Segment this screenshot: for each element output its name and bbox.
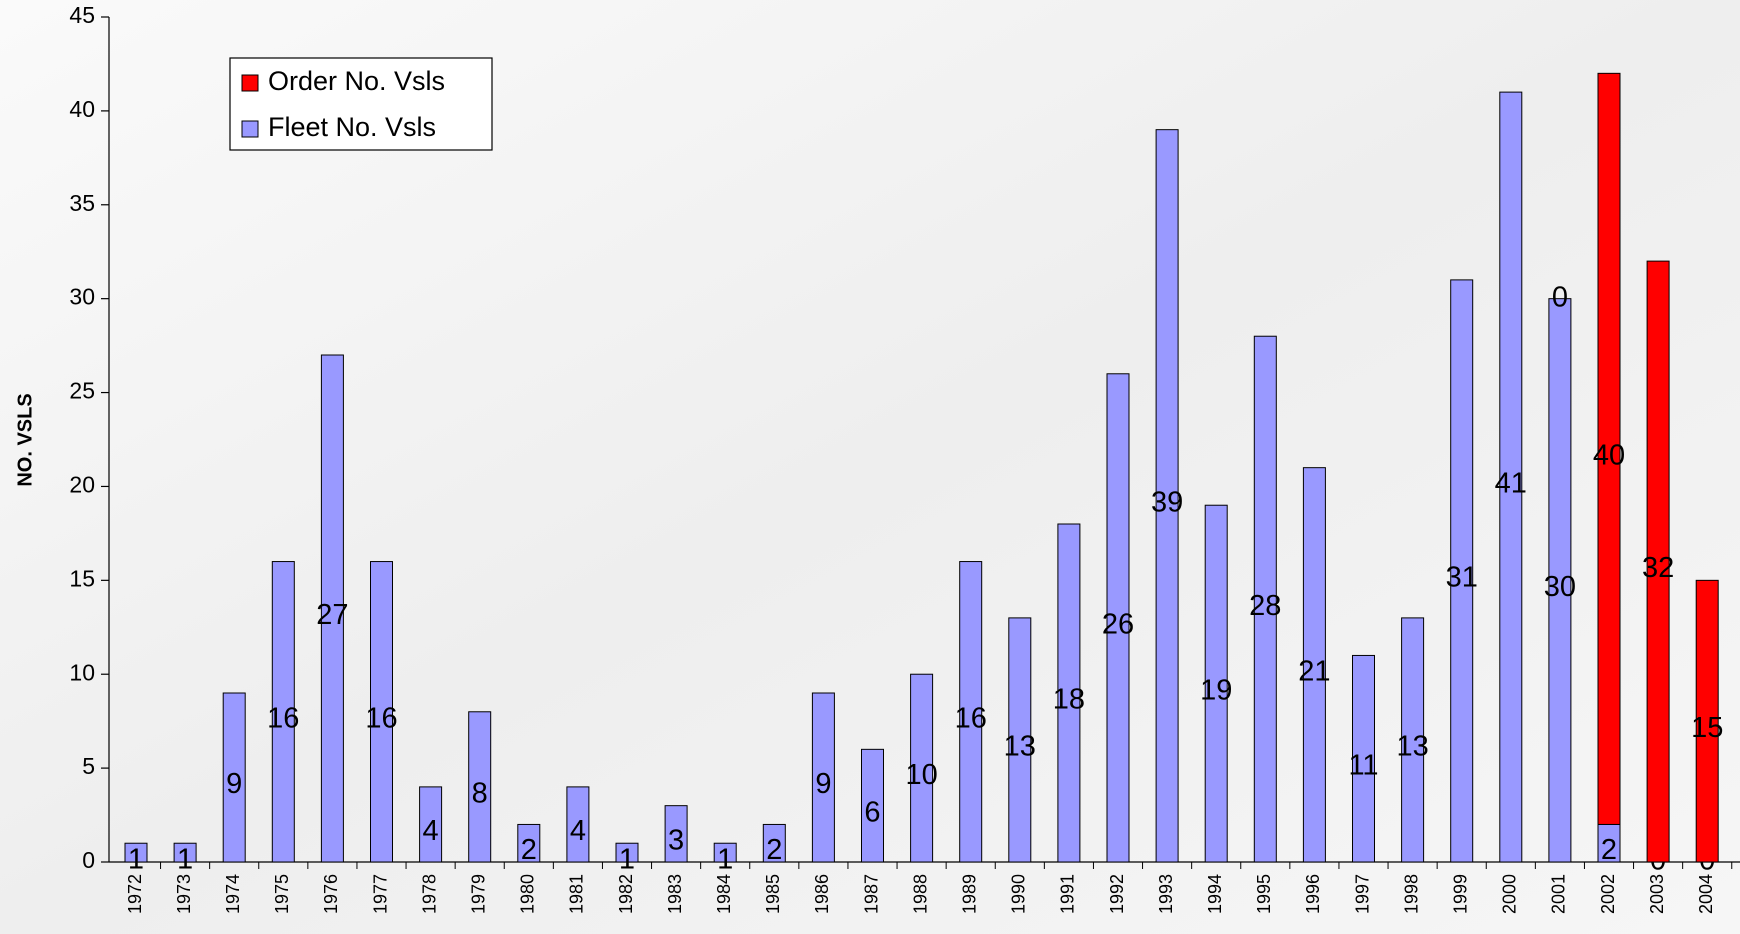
x-tick-label: 1977 <box>370 874 390 914</box>
x-tick-label: 1990 <box>1009 874 1029 914</box>
value-label: 1 <box>128 843 144 875</box>
value-label: 11 <box>1348 749 1378 781</box>
x-tick-label: 1991 <box>1058 874 1078 914</box>
x-tick-label: 2000 <box>1500 874 1520 914</box>
y-tick-label: 20 <box>69 472 95 498</box>
value-label: 4 <box>570 815 586 847</box>
x-tick-label: 1978 <box>419 874 439 914</box>
x-tick-label: 1985 <box>763 874 783 914</box>
y-tick-label: 35 <box>69 190 95 216</box>
x-tick-label: 1973 <box>174 874 194 914</box>
value-label: 28 <box>1249 590 1281 622</box>
value-label: 1 <box>717 843 733 875</box>
value-label: 0 <box>1552 281 1568 313</box>
x-tick-label: 1980 <box>518 874 538 914</box>
y-tick-label: 10 <box>69 659 95 685</box>
value-label: 16 <box>267 702 299 734</box>
x-tick-label: 1981 <box>567 874 587 914</box>
x-tick-label: 1975 <box>272 874 292 914</box>
value-label: 32 <box>1642 552 1674 584</box>
y-tick-label: 15 <box>69 565 95 591</box>
chart: NO. VSLS 0510152025303540451972119731197… <box>0 0 1740 934</box>
value-label: 16 <box>955 702 987 734</box>
x-tick-label: 1993 <box>1156 874 1176 914</box>
value-label: 4 <box>423 815 439 847</box>
value-label: 9 <box>226 768 242 800</box>
value-label: 27 <box>316 599 348 631</box>
value-label: 31 <box>1446 562 1478 594</box>
value-label: 41 <box>1495 468 1527 500</box>
value-label: 13 <box>1004 731 1036 763</box>
y-tick-label: 0 <box>82 847 95 873</box>
y-tick-label: 25 <box>69 378 95 404</box>
value-label: 39 <box>1151 486 1183 518</box>
x-tick-label: 2003 <box>1647 874 1667 914</box>
value-label: 6 <box>864 796 880 828</box>
x-tick-label: 1998 <box>1401 874 1421 914</box>
x-tick-label: 1999 <box>1450 874 1470 914</box>
x-tick-label: 1997 <box>1352 874 1372 914</box>
x-tick-label: 1984 <box>714 874 734 914</box>
x-tick-label: 1988 <box>910 874 930 914</box>
x-tick-label: 1995 <box>1254 874 1274 914</box>
value-label: 40 <box>1593 440 1625 472</box>
x-tick-label: 1992 <box>1107 874 1127 914</box>
value-label: 15 <box>1691 712 1723 744</box>
value-label: 2 <box>766 834 782 866</box>
x-tick-label: 1986 <box>812 874 832 914</box>
value-label: 2 <box>1601 834 1617 866</box>
value-label: 10 <box>905 759 937 791</box>
value-label: 2 <box>521 834 537 866</box>
x-tick-label: 1972 <box>125 874 145 914</box>
value-label: 1 <box>177 843 193 875</box>
x-tick-label: 2004 <box>1696 874 1716 914</box>
x-tick-label: 1979 <box>468 874 488 914</box>
x-tick-label: 2001 <box>1549 874 1569 914</box>
value-label: 9 <box>815 768 831 800</box>
x-tick-label: 2002 <box>1598 874 1618 914</box>
value-label: 3 <box>668 824 684 856</box>
x-tick-label: 1987 <box>861 874 881 914</box>
y-tick-label: 40 <box>69 96 95 122</box>
y-axis-label: NO. VSLS <box>14 393 36 486</box>
x-tick-label: 1996 <box>1303 874 1323 914</box>
legend-swatch <box>242 75 258 91</box>
x-tick-label: 1983 <box>665 874 685 914</box>
value-label: 8 <box>472 778 488 810</box>
value-label: 16 <box>365 702 397 734</box>
value-label: 13 <box>1396 731 1428 763</box>
x-tick-label: 1982 <box>616 874 636 914</box>
x-tick-label: 1974 <box>223 874 243 914</box>
x-tick-label: 1976 <box>321 874 341 914</box>
legend-label: Order No. Vsls <box>268 66 445 96</box>
value-label: 18 <box>1053 684 1085 716</box>
value-label: 19 <box>1200 674 1232 706</box>
x-tick-label: 1989 <box>959 874 979 914</box>
legend-swatch <box>242 121 258 137</box>
y-tick-label: 5 <box>82 753 95 779</box>
y-tick-label: 45 <box>69 2 95 28</box>
y-tick-label: 30 <box>69 284 95 310</box>
value-label: 1 <box>619 843 635 875</box>
value-label: 30 <box>1544 571 1576 603</box>
legend-label: Fleet No. Vsls <box>268 112 436 142</box>
value-label: 21 <box>1298 655 1330 687</box>
value-label: 26 <box>1102 609 1134 641</box>
x-tick-label: 1994 <box>1205 874 1225 914</box>
